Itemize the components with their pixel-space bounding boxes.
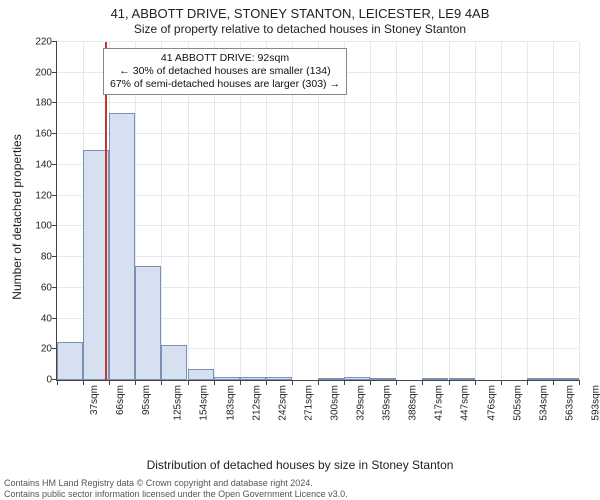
x-tick-label: 534sqm (538, 385, 549, 421)
y-tick-label: 40 (22, 313, 52, 324)
x-tick (318, 380, 319, 385)
footer-attribution: Contains HM Land Registry data © Crown c… (4, 478, 596, 499)
x-tick-label: 242sqm (277, 385, 288, 421)
x-tick (449, 380, 450, 385)
x-tick (57, 380, 58, 385)
x-tick (161, 380, 162, 385)
x-tick (422, 380, 423, 385)
y-tick (52, 164, 57, 165)
histogram-bar (214, 377, 240, 380)
gridline-vertical (553, 42, 554, 380)
y-tick-label: 20 (22, 344, 52, 355)
gridline-vertical (449, 42, 450, 380)
x-tick (214, 380, 215, 385)
x-tick-label: 271sqm (303, 385, 314, 421)
y-tick (52, 195, 57, 196)
y-tick-label: 200 (22, 67, 52, 78)
histogram-bar (135, 266, 161, 380)
x-tick-label: 183sqm (225, 385, 236, 421)
histogram-bar (422, 378, 448, 380)
x-tick-label: 593sqm (590, 385, 600, 421)
x-tick-label: 329sqm (356, 385, 367, 421)
x-tick (135, 380, 136, 385)
y-tick-label: 80 (22, 252, 52, 263)
histogram-bar (344, 377, 370, 380)
y-tick-label: 140 (22, 159, 52, 170)
x-tick-label: 212sqm (251, 385, 262, 421)
y-tick-label: 120 (22, 190, 52, 201)
x-tick-label: 300sqm (329, 385, 340, 421)
x-tick (188, 380, 189, 385)
histogram-bar (57, 342, 83, 380)
gridline-vertical (422, 42, 423, 380)
x-tick (475, 380, 476, 385)
histogram-bar (188, 369, 214, 380)
y-tick (52, 72, 57, 73)
callout-line1: 41 ABBOTT DRIVE: 92sqm (110, 52, 340, 65)
y-tick (52, 102, 57, 103)
x-tick-label: 388sqm (408, 385, 419, 421)
histogram-bar (527, 378, 553, 380)
histogram-bar (240, 377, 266, 380)
x-tick (396, 380, 397, 385)
y-tick-label: 180 (22, 98, 52, 109)
y-tick-label: 60 (22, 282, 52, 293)
histogram-bar (266, 377, 292, 380)
x-tick (83, 380, 84, 385)
y-tick-label: 0 (22, 375, 52, 386)
y-tick-label: 160 (22, 129, 52, 140)
chart-subtitle: Size of property relative to detached ho… (0, 22, 600, 36)
gridline-vertical (579, 42, 580, 380)
x-tick-label: 476sqm (486, 385, 497, 421)
x-tick-label: 505sqm (512, 385, 523, 421)
gridline-vertical (475, 42, 476, 380)
x-tick (240, 380, 241, 385)
histogram-bar (370, 378, 396, 380)
footer-line1: Contains HM Land Registry data © Crown c… (4, 478, 596, 488)
x-tick (579, 380, 580, 385)
y-tick-label: 100 (22, 221, 52, 232)
x-axis-label: Distribution of detached houses by size … (0, 458, 600, 472)
x-tick-label: 95sqm (141, 385, 152, 415)
x-tick-label: 359sqm (382, 385, 393, 421)
gridline-vertical (396, 42, 397, 380)
histogram-bar (318, 378, 344, 380)
histogram-bar (161, 345, 187, 380)
gridline-vertical (527, 42, 528, 380)
y-tick (52, 348, 57, 349)
y-tick (52, 225, 57, 226)
callout-line3: 67% of semi-detached houses are larger (… (110, 78, 340, 91)
y-tick-label: 220 (22, 37, 52, 48)
y-tick (52, 256, 57, 257)
x-tick (266, 380, 267, 385)
x-tick-label: 563sqm (564, 385, 575, 421)
x-tick (501, 380, 502, 385)
x-tick (109, 380, 110, 385)
histogram-bar (449, 378, 475, 380)
y-tick (52, 287, 57, 288)
x-tick-label: 37sqm (89, 385, 100, 415)
y-tick (52, 41, 57, 42)
footer-line2: Contains public sector information licen… (4, 489, 596, 499)
histogram-bar (109, 113, 135, 380)
x-tick (370, 380, 371, 385)
x-tick-label: 417sqm (434, 385, 445, 421)
x-tick-label: 125sqm (173, 385, 184, 421)
x-tick (344, 380, 345, 385)
x-tick (292, 380, 293, 385)
x-tick (527, 380, 528, 385)
chart-title: 41, ABBOTT DRIVE, STONEY STANTON, LEICES… (0, 6, 600, 21)
x-tick-label: 154sqm (199, 385, 210, 421)
x-tick-label: 447sqm (460, 385, 471, 421)
x-tick-label: 66sqm (115, 385, 126, 415)
y-tick (52, 318, 57, 319)
callout-box: 41 ABBOTT DRIVE: 92sqm ← 30% of detached… (103, 48, 347, 95)
x-tick (553, 380, 554, 385)
gridline-vertical (370, 42, 371, 380)
y-tick (52, 133, 57, 134)
plot-area: 41 ABBOTT DRIVE: 92sqm ← 30% of detached… (56, 42, 579, 381)
gridline-vertical (501, 42, 502, 380)
callout-line2: ← 30% of detached houses are smaller (13… (110, 65, 340, 78)
histogram-bar (553, 378, 579, 380)
